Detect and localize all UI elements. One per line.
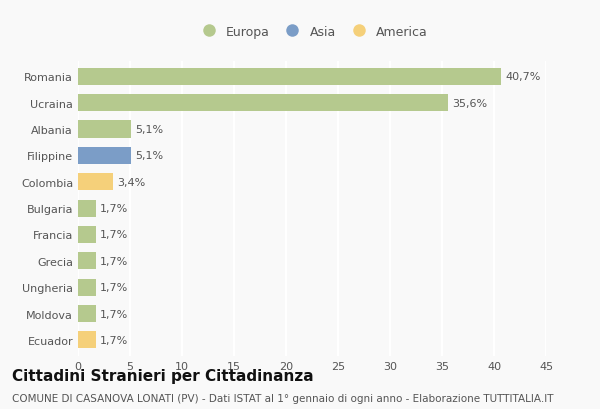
Text: 5,1%: 5,1% <box>135 151 163 161</box>
Bar <box>78 305 95 322</box>
Bar <box>78 226 95 243</box>
Text: 5,1%: 5,1% <box>135 125 163 135</box>
Text: 1,7%: 1,7% <box>100 230 128 240</box>
Bar <box>78 148 131 164</box>
Legend: Europa, Asia, America: Europa, Asia, America <box>191 20 433 43</box>
Text: 1,7%: 1,7% <box>100 309 128 319</box>
Bar <box>78 121 131 138</box>
Bar <box>78 95 448 112</box>
Bar <box>78 332 95 348</box>
Text: 40,7%: 40,7% <box>505 72 541 82</box>
Text: 3,4%: 3,4% <box>118 178 146 187</box>
Bar <box>78 174 113 191</box>
Text: 1,7%: 1,7% <box>100 204 128 213</box>
Text: COMUNE DI CASANOVA LONATI (PV) - Dati ISTAT al 1° gennaio di ogni anno - Elabora: COMUNE DI CASANOVA LONATI (PV) - Dati IS… <box>12 393 554 402</box>
Bar <box>78 279 95 296</box>
Text: 1,7%: 1,7% <box>100 256 128 266</box>
Bar <box>78 253 95 270</box>
Text: 1,7%: 1,7% <box>100 335 128 345</box>
Text: 35,6%: 35,6% <box>452 99 488 108</box>
Bar <box>78 200 95 217</box>
Text: 1,7%: 1,7% <box>100 283 128 292</box>
Text: Cittadini Stranieri per Cittadinanza: Cittadini Stranieri per Cittadinanza <box>12 368 314 383</box>
Bar <box>78 69 501 85</box>
